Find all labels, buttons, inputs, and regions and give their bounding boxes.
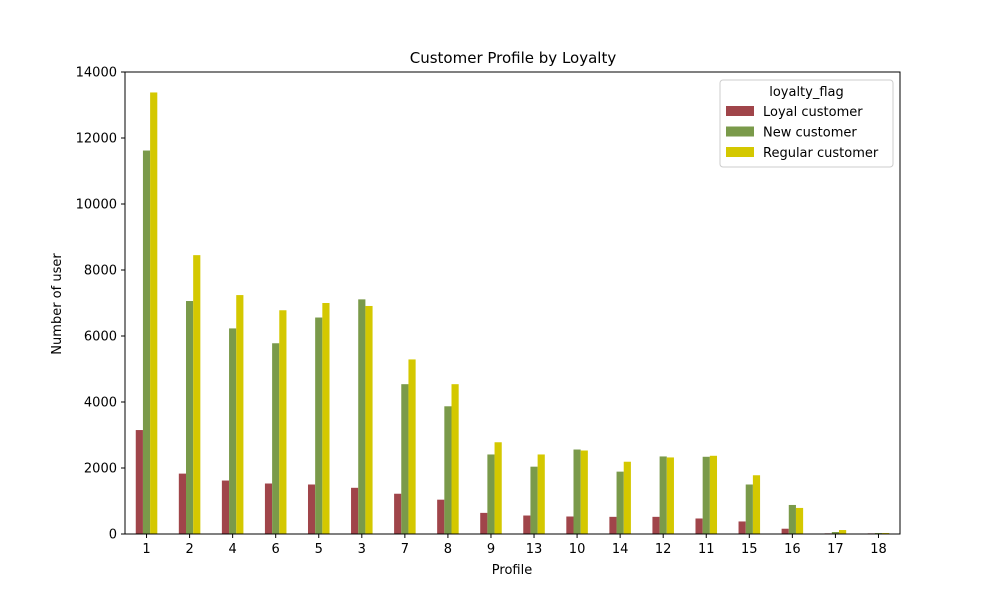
plot-frame	[124, 71, 901, 535]
bar-loyal-customer-15	[738, 521, 746, 534]
y-tick-label: 8000	[84, 264, 117, 279]
x-tick-label: 10	[569, 542, 586, 557]
bar-new-customer-10	[573, 449, 581, 534]
bar-loyal-customer-13	[523, 515, 531, 534]
bar-regular-customer-3	[365, 305, 373, 534]
bar-regular-customer-12	[666, 457, 674, 534]
bar-loyal-customer-8	[437, 499, 445, 534]
chart-title: Customer Profile by Loyalty	[410, 49, 617, 67]
y-tick-label: 4000	[84, 396, 117, 411]
bar-new-customer-5	[315, 317, 323, 534]
bar-loyal-customer-10	[566, 516, 574, 534]
y-tick-label: 12000	[76, 132, 117, 147]
bar-new-customer-12	[659, 456, 667, 534]
x-tick-label: 18	[870, 542, 887, 557]
y-tick-label: 2000	[84, 462, 117, 477]
bar-regular-customer-2	[193, 255, 201, 534]
bar-regular-customer-5	[322, 303, 330, 534]
x-tick-label: 13	[526, 542, 543, 557]
x-tick-label: 6	[272, 542, 280, 557]
bar-new-customer-6	[272, 343, 280, 534]
x-tick-label: 11	[698, 542, 715, 557]
legend-title: loyalty_flag	[769, 85, 844, 100]
bar-new-customer-14	[616, 471, 624, 534]
bar-loyal-customer-11	[695, 518, 703, 534]
bar-new-customer-13	[530, 466, 538, 534]
bar-new-customer-8	[444, 406, 452, 534]
bar-regular-customer-13	[537, 454, 545, 534]
bar-regular-customer-10	[580, 450, 588, 534]
bar-loyal-customer-5	[307, 484, 316, 534]
bar-new-customer-9	[487, 454, 495, 534]
bar-loyal-customer-4	[221, 480, 230, 534]
legend-swatch	[726, 147, 754, 157]
y-tick-label: 10000	[76, 198, 117, 213]
x-tick-label: 16	[784, 542, 801, 557]
bar-new-customer-16	[788, 504, 796, 534]
bar-new-customer-11	[702, 456, 710, 534]
bar-regular-customer-9	[494, 442, 502, 534]
y-axis-label: Number of user	[50, 253, 65, 355]
bar-regular-customer-17	[839, 530, 847, 534]
x-axis-label: Profile	[492, 563, 532, 578]
x-axis: 1 2 4 6 5 3 7 8 9 13 10 14 12 11 15 16 17 18	[142, 534, 887, 557]
bar-loyal-customer-7	[394, 493, 402, 534]
bar-loyal-customer-12	[652, 516, 660, 534]
bar-new-customer-4	[229, 328, 237, 534]
legend-entry: Loyal customer	[763, 105, 863, 120]
bar-regular-customer-14	[623, 461, 631, 534]
legend: loyalty_flag Loyal customer New customer Re…	[719, 79, 894, 168]
bar-regular-customer-16	[795, 507, 804, 534]
x-tick-label: 7	[401, 542, 409, 557]
legend-box	[719, 79, 894, 168]
legend-swatch	[726, 126, 754, 137]
x-tick-label: 1	[142, 542, 150, 557]
bar-regular-customer-8	[451, 384, 459, 534]
bar-loyal-customer-1	[135, 430, 143, 534]
bar-loyal-customer-16	[781, 528, 789, 534]
bar-new-customer-17	[831, 532, 840, 534]
y-tick-label: 0	[109, 528, 117, 543]
x-tick-label: 15	[741, 542, 758, 557]
bar-loyal-customer-9	[480, 512, 488, 534]
x-tick-label: 4	[228, 542, 236, 557]
bar-new-customer-7	[401, 384, 409, 534]
bar-loyal-customer-14	[609, 516, 617, 534]
bar-new-customer-2	[186, 301, 194, 534]
bar-new-customer-15	[745, 484, 753, 534]
bar-regular-customer-1	[150, 92, 158, 535]
bar-regular-customer-4	[236, 295, 244, 534]
bar-regular-customer-11	[709, 455, 718, 534]
bar-regular-customer-15	[752, 475, 761, 534]
x-tick-label: 8	[444, 542, 452, 557]
x-tick-label: 2	[185, 542, 193, 557]
x-tick-label: 14	[612, 542, 629, 557]
x-tick-label: 5	[315, 542, 323, 557]
y-tick-label: 6000	[84, 330, 117, 345]
x-tick-label: 17	[827, 542, 844, 557]
y-tick-label: 14000	[76, 66, 117, 81]
plot-area	[124, 71, 901, 535]
x-tick-label: 9	[487, 542, 495, 557]
legend-entry: Regular customer	[763, 146, 879, 161]
bar-new-customer-1	[142, 150, 151, 535]
x-tick-label: 3	[358, 542, 366, 557]
legend-entry: New customer	[763, 126, 857, 141]
bar-loyal-customer-2	[178, 473, 186, 534]
legend-swatch	[726, 106, 754, 116]
bar-loyal-customer-6	[264, 483, 273, 534]
bar-new-customer-3	[358, 299, 366, 534]
x-tick-label: 12	[655, 542, 672, 557]
bar-loyal-customer-3	[351, 487, 359, 534]
bar-regular-customer-7	[408, 359, 416, 534]
y-axis: 0 2000 4000 6000 8000 10000 12000 14000	[76, 66, 125, 543]
bar-regular-customer-6	[279, 310, 287, 534]
